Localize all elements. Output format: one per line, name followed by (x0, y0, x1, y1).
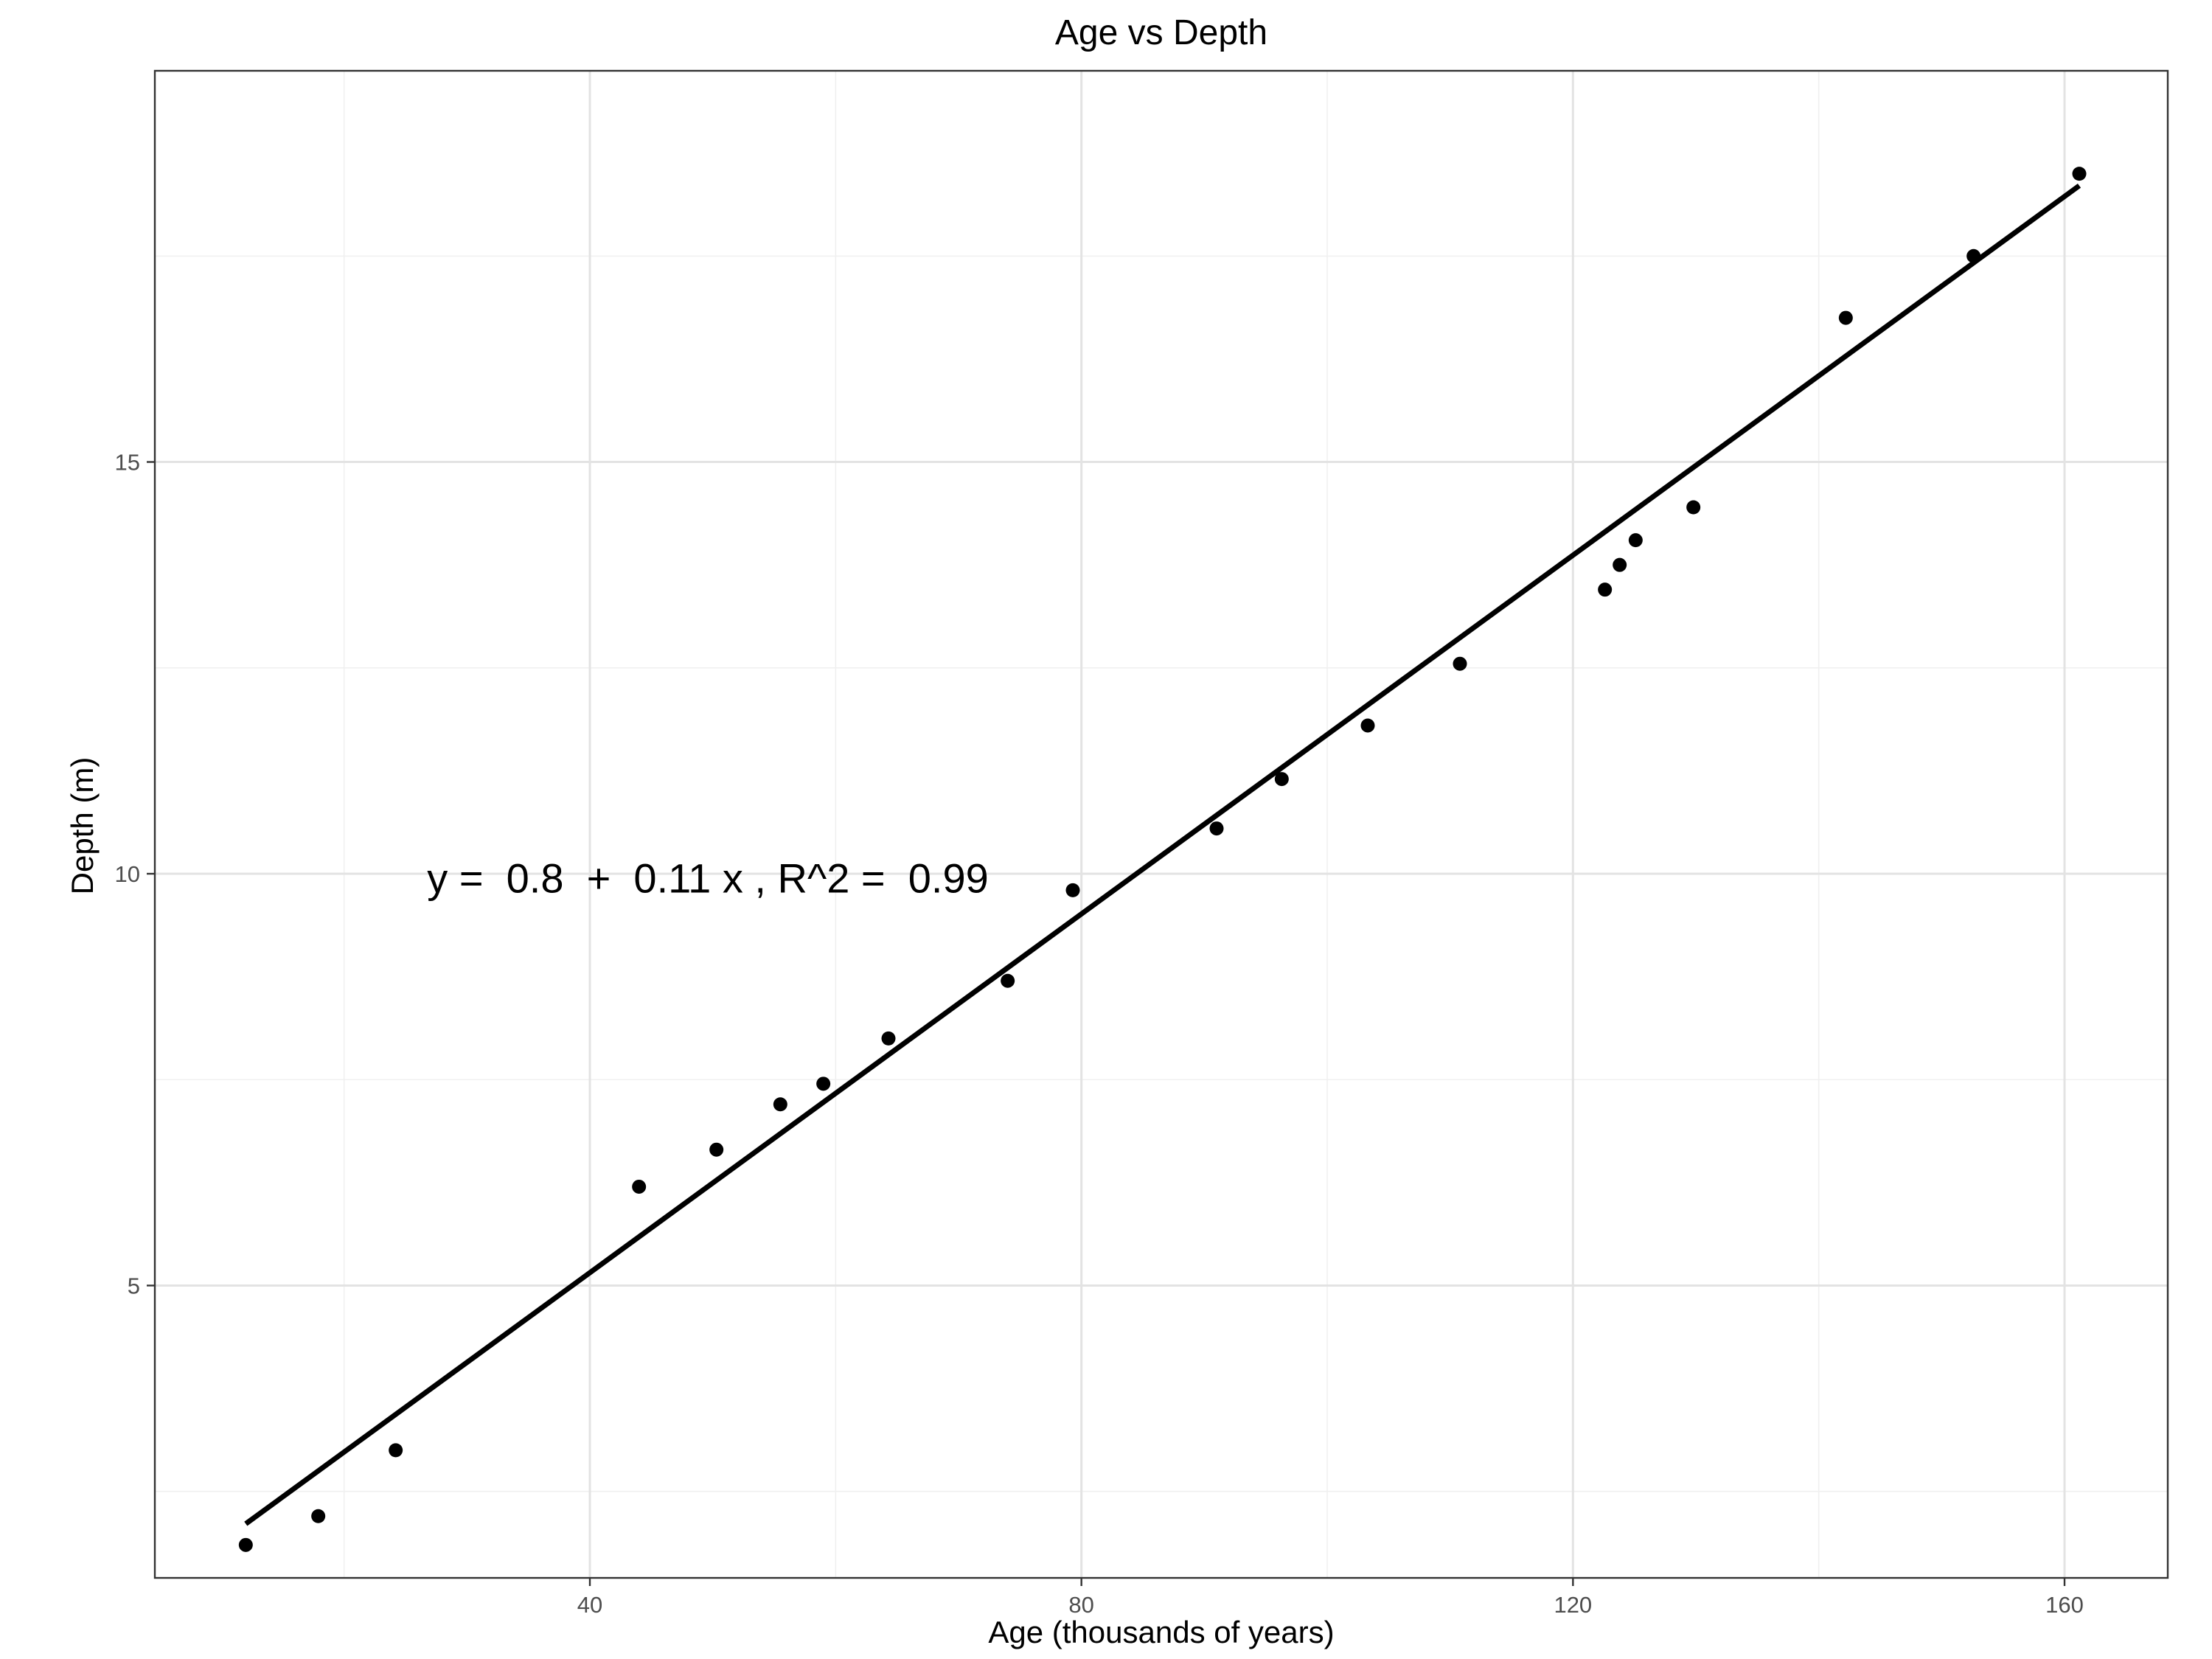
data-point (1838, 310, 1853, 325)
y-tick-label: 10 (115, 861, 140, 887)
y-tick-label: 15 (115, 450, 140, 476)
regression-annotation: y = 0.8 + 0.11 x , R^2 = 0.99 (427, 855, 988, 902)
data-point (1628, 533, 1643, 548)
data-point (311, 1509, 326, 1523)
data-point (1065, 883, 1080, 897)
x-tick-label: 40 (577, 1592, 602, 1618)
data-points (238, 167, 2087, 1552)
data-point (1001, 973, 1015, 988)
data-point (238, 1537, 253, 1552)
y-tick-label: 5 (128, 1273, 140, 1298)
data-point (881, 1031, 896, 1046)
grid (155, 71, 2168, 1578)
data-point (632, 1179, 647, 1194)
x-tick-label: 160 (2045, 1592, 2084, 1618)
x-axis-label: Age (thousands of years) (988, 1615, 1334, 1649)
data-point (389, 1443, 403, 1458)
data-point (2072, 167, 2087, 181)
data-point (773, 1097, 787, 1112)
data-point (709, 1142, 724, 1157)
x-tick-label: 80 (1068, 1592, 1093, 1618)
x-tick-label: 120 (1554, 1592, 1592, 1618)
axis-ticks: 40 80 120 160 5 10 15 (115, 450, 2084, 1618)
data-point (1453, 656, 1467, 671)
data-point (1274, 772, 1289, 787)
data-point (1209, 821, 1224, 836)
panel-border (153, 69, 2169, 1579)
data-point (1966, 248, 1981, 263)
data-point (1613, 557, 1627, 572)
data-point (1686, 500, 1701, 515)
data-point (1598, 582, 1613, 597)
y-axis-label: Depth (m) (65, 757, 100, 895)
fit-line-group (244, 184, 2081, 1526)
data-point (1360, 718, 1375, 733)
data-point (816, 1077, 831, 1091)
fit-line (244, 184, 2081, 1526)
chart-title: Age vs Depth (1055, 13, 1267, 52)
